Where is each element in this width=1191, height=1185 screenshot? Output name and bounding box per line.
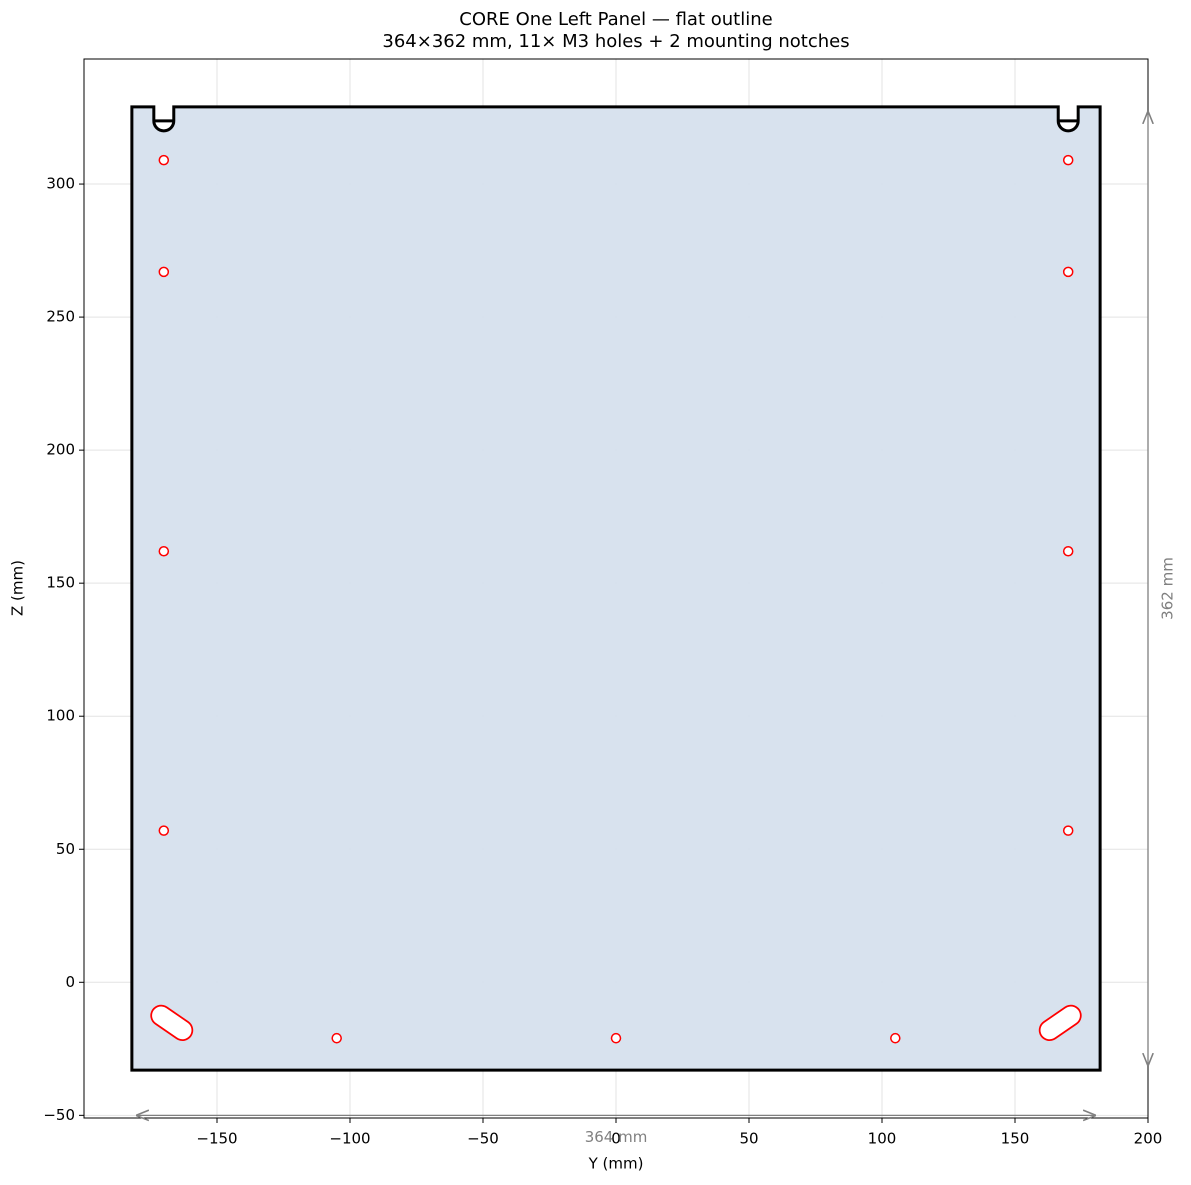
y-tick-label: −50 bbox=[43, 1106, 75, 1124]
hole bbox=[158, 545, 170, 557]
x-tick-label: −50 bbox=[467, 1130, 499, 1148]
y-tick-label: 150 bbox=[46, 574, 75, 592]
hole bbox=[890, 1032, 901, 1044]
chart-subtitle: 364×362 mm, 11× M3 holes + 2 mounting no… bbox=[382, 31, 849, 52]
hole bbox=[1062, 545, 1074, 557]
panel-outline bbox=[130, 105, 1102, 1072]
y-tick-label: 0 bbox=[65, 973, 75, 991]
y-tick-label: 100 bbox=[46, 707, 75, 725]
y-tick-label: 50 bbox=[56, 840, 75, 858]
hole bbox=[158, 825, 170, 836]
dimension-label: 362 mm bbox=[1159, 557, 1177, 620]
dimension-label: 364 mm bbox=[585, 1128, 648, 1146]
x-axis-label: Y (mm) bbox=[588, 1155, 644, 1173]
y-tick-label: 250 bbox=[46, 308, 75, 326]
y-tick-label: 200 bbox=[46, 441, 75, 459]
x-tick-label: 100 bbox=[868, 1130, 897, 1148]
slot bbox=[152, 1006, 192, 1040]
x-tick-label: 150 bbox=[1001, 1130, 1030, 1148]
hole bbox=[1062, 266, 1074, 278]
y-axis-label: Z (mm) bbox=[9, 560, 27, 616]
x-tick-label: 200 bbox=[1134, 1130, 1163, 1148]
hole bbox=[331, 1032, 342, 1044]
y-tick-label: 300 bbox=[46, 175, 75, 193]
x-tick-label: 50 bbox=[739, 1130, 758, 1148]
hole bbox=[1062, 154, 1074, 166]
x-tick-label: 0 bbox=[611, 1130, 621, 1148]
x-tick-label: −150 bbox=[196, 1130, 237, 1148]
slot bbox=[1040, 1006, 1080, 1040]
hole bbox=[158, 154, 170, 166]
plot-area bbox=[84, 59, 1149, 1118]
hole bbox=[158, 266, 170, 278]
chart-title: CORE One Left Panel — flat outline bbox=[459, 9, 772, 30]
hole bbox=[610, 1032, 622, 1044]
hole bbox=[1062, 825, 1074, 836]
x-tick-label: −100 bbox=[329, 1130, 370, 1148]
